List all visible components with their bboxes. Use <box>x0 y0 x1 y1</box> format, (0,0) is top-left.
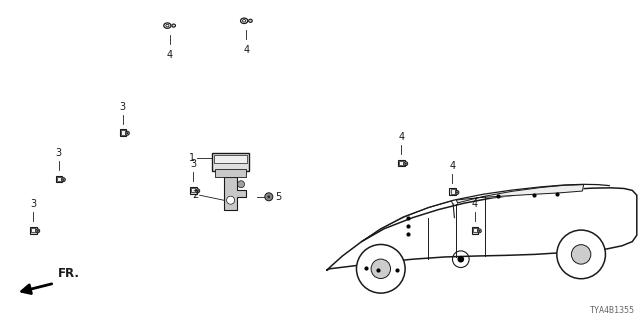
Text: 3: 3 <box>120 102 126 112</box>
Bar <box>191 188 195 192</box>
Circle shape <box>227 196 235 204</box>
Bar <box>57 177 61 181</box>
Bar <box>121 130 125 135</box>
Bar <box>449 188 456 195</box>
Bar <box>473 228 477 232</box>
Circle shape <box>458 256 464 262</box>
Circle shape <box>37 230 38 232</box>
Circle shape <box>356 244 405 293</box>
Bar <box>399 161 403 165</box>
Bar <box>472 227 478 234</box>
Polygon shape <box>223 177 246 210</box>
Circle shape <box>196 189 200 193</box>
Text: 5: 5 <box>275 192 281 202</box>
Ellipse shape <box>172 24 175 27</box>
Bar <box>451 189 454 194</box>
Circle shape <box>125 131 129 135</box>
Text: FR.: FR. <box>58 267 79 280</box>
Ellipse shape <box>243 20 246 22</box>
Circle shape <box>405 163 406 164</box>
Ellipse shape <box>249 19 252 22</box>
Bar <box>120 129 126 136</box>
Circle shape <box>557 230 605 279</box>
Text: 4: 4 <box>449 161 456 171</box>
Text: 3: 3 <box>30 199 36 209</box>
Ellipse shape <box>166 24 169 27</box>
Bar <box>190 187 196 194</box>
Bar <box>56 176 62 182</box>
Circle shape <box>477 229 481 233</box>
Circle shape <box>479 230 480 232</box>
Text: 1: 1 <box>189 153 195 163</box>
Text: 4: 4 <box>472 199 478 209</box>
Circle shape <box>456 192 458 193</box>
Text: 4: 4 <box>166 50 173 60</box>
Polygon shape <box>326 188 637 270</box>
Circle shape <box>61 178 65 182</box>
Text: 3: 3 <box>56 148 62 158</box>
Circle shape <box>63 179 64 180</box>
Circle shape <box>404 162 408 166</box>
Circle shape <box>268 195 270 198</box>
Circle shape <box>237 181 244 188</box>
FancyBboxPatch shape <box>214 155 247 163</box>
Circle shape <box>197 190 198 192</box>
Circle shape <box>371 259 390 278</box>
Circle shape <box>127 132 128 134</box>
Text: 3: 3 <box>190 159 196 169</box>
Circle shape <box>265 193 273 201</box>
Text: 4: 4 <box>243 45 250 55</box>
FancyBboxPatch shape <box>212 153 249 171</box>
Bar <box>31 228 35 232</box>
Polygon shape <box>456 185 584 203</box>
Bar <box>30 227 36 234</box>
Circle shape <box>455 190 459 195</box>
Text: 4: 4 <box>398 132 404 142</box>
FancyBboxPatch shape <box>215 169 246 177</box>
Circle shape <box>572 245 591 264</box>
Bar <box>398 160 404 166</box>
Text: TYA4B1355: TYA4B1355 <box>590 306 635 315</box>
Text: 2: 2 <box>192 190 198 200</box>
Circle shape <box>36 229 40 233</box>
